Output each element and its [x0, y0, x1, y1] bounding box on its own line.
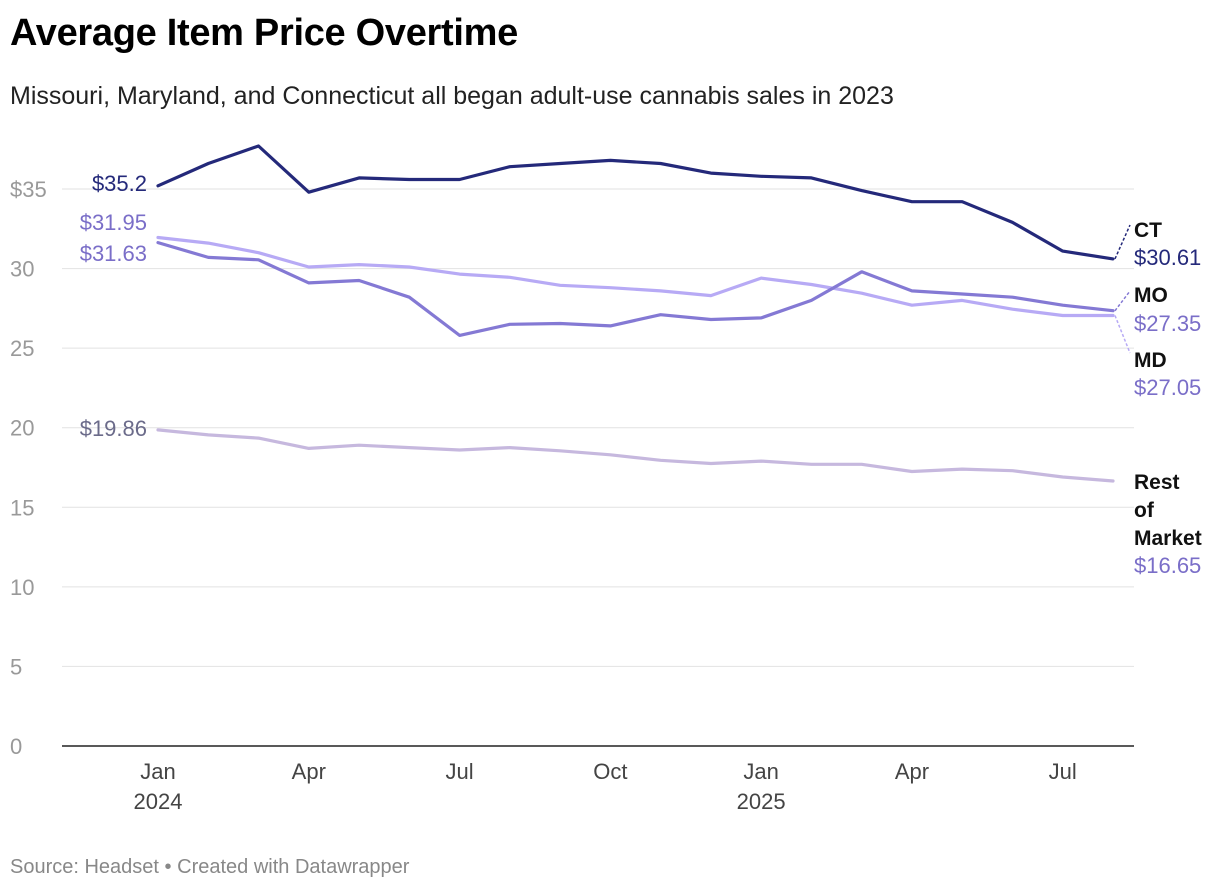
footer-separator: • [164, 856, 172, 878]
chart-footer: Source: Headset • Created with Datawrapp… [10, 856, 409, 879]
series-line-md [156, 235, 1115, 318]
x-tick-label-jul-6: Jul [446, 759, 474, 784]
chart-subtitle: Missouri, Maryland, and Connecticut all … [10, 82, 894, 110]
x-tick-label-jan-0: Jan [140, 759, 175, 784]
x-tick-label-jul-18: Jul [1049, 759, 1077, 784]
y-tick-label-0: 0 [10, 734, 22, 759]
x-tick-year-2025: 2025 [737, 789, 786, 814]
end-connector-ct [1114, 224, 1131, 260]
x-tick-label-apr-15: Apr [895, 759, 929, 784]
y-tick-label-15: 15 [10, 495, 34, 520]
start-label-rest-of-market: $19.86 [80, 416, 147, 441]
y-tick-label-5: 5 [10, 654, 22, 679]
end-label-rest-of-market: $16.65 [1134, 553, 1201, 578]
series-line-rest-of-market [156, 428, 1115, 483]
series-name-ct: CT [1134, 219, 1162, 242]
y-tick-label-10: 10 [10, 575, 34, 600]
end-label-ct: $30.61 [1134, 245, 1201, 270]
series-name-rest-of-market: Rest of Market [1134, 471, 1202, 550]
end-connector-mo [1114, 290, 1131, 312]
start-label-md: $31.95 [80, 210, 147, 235]
x-tick-label-oct-9: Oct [593, 759, 627, 784]
credit-link[interactable]: Created with Datawrapper [177, 856, 410, 878]
start-label-ct: $35.2 [92, 171, 147, 196]
end-label-md: $27.05 [1134, 375, 1201, 400]
y-tick-label-35: $35 [10, 177, 47, 202]
x-tick-label-apr-3: Apr [292, 759, 326, 784]
end-connector-md [1114, 315, 1131, 354]
x-tick-year-2024: 2024 [134, 789, 183, 814]
y-tick-label-20: 20 [10, 416, 34, 441]
y-tick-label-30: 30 [10, 257, 34, 282]
chart-title: Average Item Price Overtime [10, 12, 518, 54]
source-text: Source: Headset [10, 856, 159, 878]
series-name-mo: MO [1134, 284, 1168, 307]
series-line-ct [156, 144, 1115, 261]
start-label-mo: $31.63 [80, 241, 147, 266]
series-line-mo [156, 241, 1115, 337]
series-name-md: MD [1134, 349, 1167, 372]
y-tick-label-25: 25 [10, 336, 34, 361]
end-label-mo: $27.35 [1134, 311, 1201, 336]
x-tick-label-jan-12: Jan [743, 759, 778, 784]
